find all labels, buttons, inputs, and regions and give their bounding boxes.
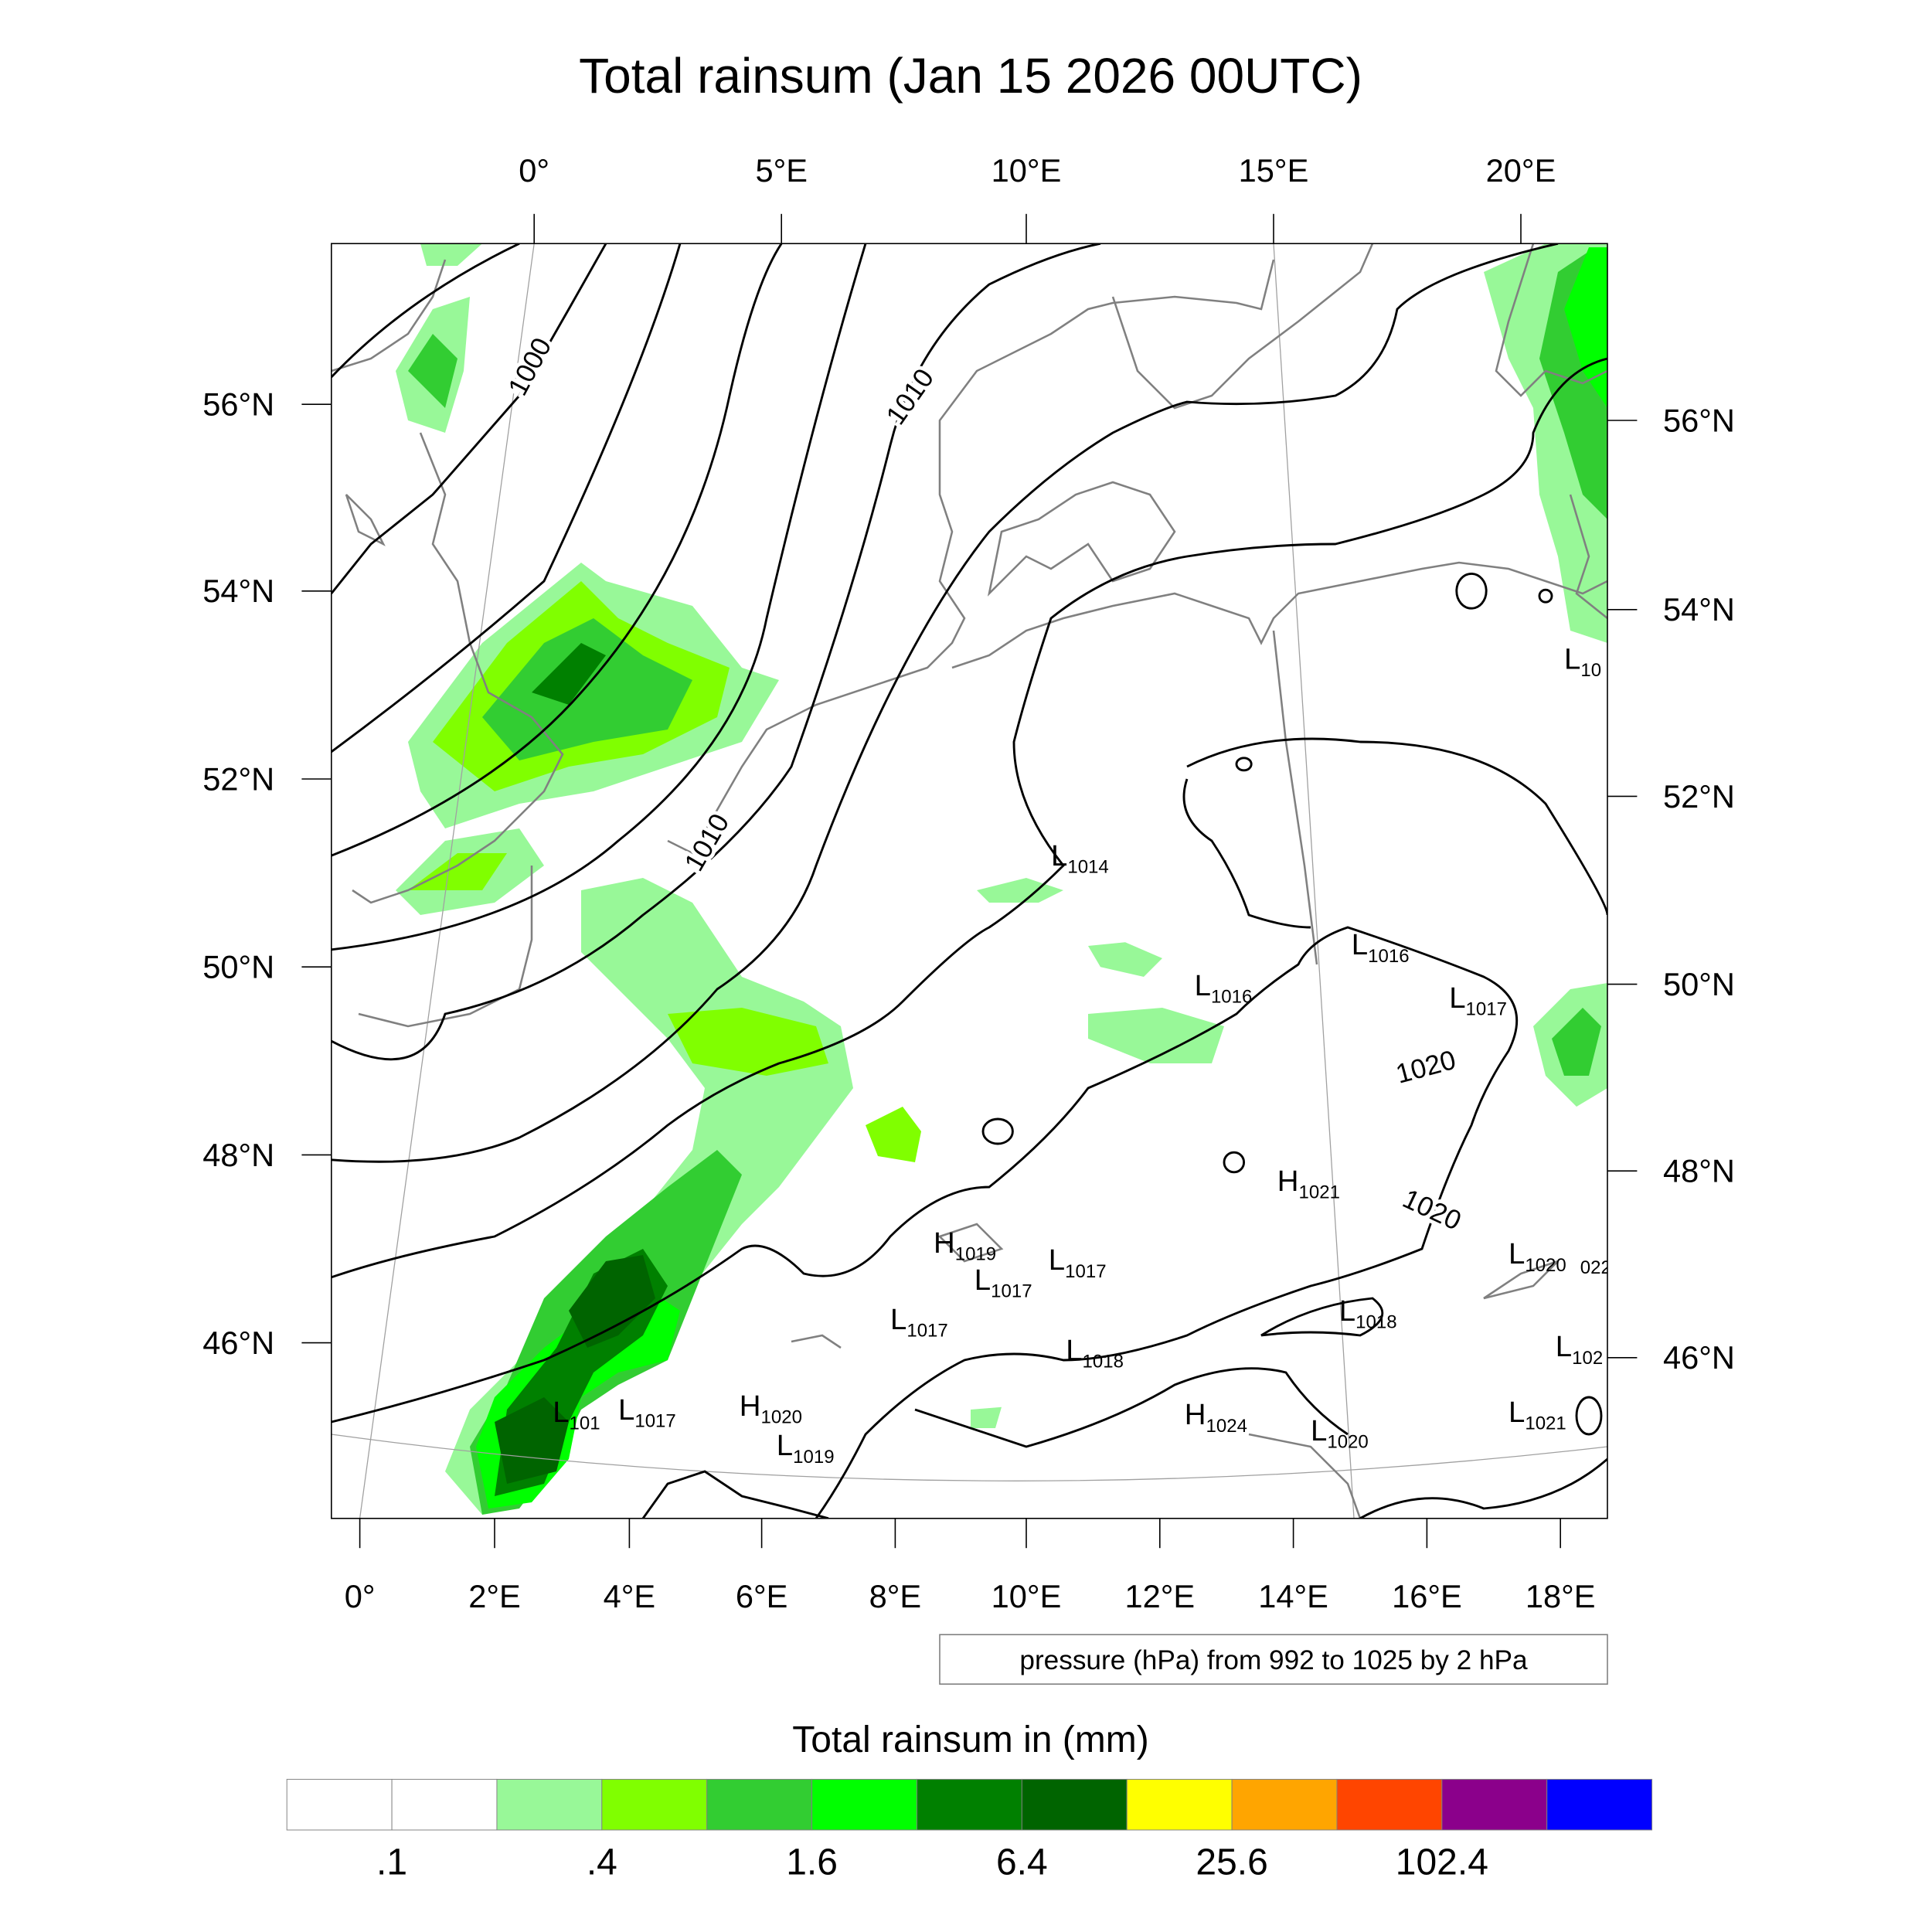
colorbar-swatch: [1021, 1778, 1128, 1831]
colorbar-tick-label: 25.6: [1196, 1842, 1267, 1883]
rain-area: [420, 243, 482, 266]
pressure-center-low: L10: [1564, 643, 1601, 682]
colorbar-swatch: [391, 1778, 498, 1831]
left-lat-label: 50°N: [202, 949, 274, 985]
coastlines-borders: [331, 243, 1607, 1519]
bottom-lon-label: 10°E: [992, 1578, 1062, 1614]
bottom-lon-label: 16°E: [1392, 1578, 1462, 1614]
left-lat-label: 48°N: [202, 1137, 274, 1173]
bottom-lon-label: 14°E: [1258, 1578, 1328, 1614]
contour-info-text: pressure (hPa) from 992 to 1025 by 2 hPa: [1019, 1645, 1528, 1675]
colorbar-swatch: [706, 1778, 813, 1831]
pressure-center-low: L1018: [1339, 1294, 1397, 1333]
colorbar-swatch: [1441, 1778, 1548, 1831]
colorbar-swatch: [1231, 1778, 1338, 1831]
pressure-center-low: L1017: [1049, 1243, 1107, 1282]
bottom-lon-label: 8°E: [869, 1578, 922, 1614]
right-lat-label: 50°N: [1663, 966, 1735, 1002]
pressure-center-low: L1014: [1051, 839, 1109, 878]
pressure-center-low: L1020: [1509, 1237, 1566, 1276]
bottom-lon-label: 6°E: [736, 1578, 788, 1614]
bottom-lon-label: 2°E: [468, 1578, 521, 1614]
partial-pressure-label: 022: [1580, 1257, 1611, 1278]
graticule: [331, 243, 1607, 1519]
colorbar-swatch: [916, 1778, 1022, 1831]
rain-fill-layer: [396, 243, 1607, 1515]
colorbar-title: Total rainsum in (mm): [792, 1719, 1148, 1760]
pressure-center-high: H1021: [1277, 1165, 1340, 1203]
pressure-center-low: L1019: [777, 1429, 835, 1468]
colorbar: .1 .4 1.6 6.4 25.6 102.4: [286, 1778, 1653, 1883]
rain-area: [408, 334, 457, 408]
left-lat-label: 56°N: [202, 386, 274, 423]
left-lat-label: 52°N: [202, 760, 274, 797]
bottom-lon-label: 18°E: [1526, 1578, 1596, 1614]
left-lat-label: 46°N: [202, 1325, 274, 1361]
map-frame: [331, 243, 1608, 1519]
rain-area: [532, 643, 606, 705]
pressure-center-low: L1016: [1195, 969, 1253, 1008]
colorbar-swatch: [1126, 1778, 1233, 1831]
rain-area: [971, 1406, 1002, 1428]
colorbar-swatch: [1546, 1778, 1653, 1831]
pressure-center-labels: L1014 L1016 L1016 L1017 H1021 L1020 L102 L1021 L…: [553, 643, 1611, 1468]
axis-tick-labels: 0° 5°E 10°E 15°E 20°E 0° 2°E 4°E 6°E 8°E 10°E 12°E 1…: [202, 152, 1735, 1614]
rain-area: [866, 1107, 921, 1162]
colorbar-swatch: [601, 1778, 708, 1831]
contour-info-box: pressure (hPa) from 992 to 1025 by 2 hPa: [939, 1634, 1608, 1685]
top-lon-label: 20°E: [1486, 152, 1556, 189]
right-lat-label: 56°N: [1663, 402, 1735, 438]
rain-area: [482, 618, 692, 760]
top-lon-label: 15°E: [1239, 152, 1309, 189]
figure-title: Total rainsum (Jan 15 2026 00UTC): [579, 48, 1362, 104]
colorbar-swatch: [1336, 1778, 1443, 1831]
rain-area: [1088, 942, 1162, 977]
colorbar-tick-label: 1.6: [786, 1842, 838, 1883]
bottom-lon-label: 0°: [345, 1578, 376, 1614]
pressure-center-low: L1021: [1509, 1396, 1566, 1434]
pressure-center-low: L1016: [1352, 928, 1410, 967]
right-lat-label: 48°N: [1663, 1153, 1735, 1189]
top-lon-label: 5°E: [755, 152, 808, 189]
pressure-center-low: L1017: [975, 1264, 1032, 1302]
rain-area: [495, 1397, 569, 1484]
pressure-center-high: H1024: [1185, 1398, 1247, 1437]
right-lat-label: 52°N: [1663, 778, 1735, 815]
bottom-lon-label: 12°E: [1124, 1578, 1195, 1614]
pressure-center-low: L1020: [1311, 1414, 1369, 1453]
colorbar-swatch: [496, 1778, 603, 1831]
right-lat-label: 54°N: [1663, 591, 1735, 628]
colorbar-tick-label: .1: [376, 1842, 407, 1883]
rain-area: [569, 1255, 655, 1348]
axis-ticks: [301, 213, 1638, 1549]
rain-area: [408, 853, 507, 890]
colorbar-tick-label: .4: [587, 1842, 617, 1883]
pressure-center-high: H1019: [934, 1226, 996, 1265]
left-lat-label: 54°N: [202, 573, 274, 609]
rain-area: [1564, 247, 1607, 408]
pressure-center-low: L1017: [1449, 981, 1507, 1020]
colorbar-tick-label: 102.4: [1396, 1842, 1488, 1883]
colorbar-swatch: [286, 1778, 393, 1831]
rain-area: [1552, 1008, 1601, 1076]
right-lat-label: 46°N: [1663, 1339, 1735, 1376]
top-lon-label: 0°: [519, 152, 549, 189]
pressure-center-low: L1017: [890, 1303, 948, 1342]
colorbar-tick-label: 6.4: [996, 1842, 1048, 1883]
pressure-center-high: H1020: [740, 1389, 802, 1428]
rain-area: [668, 1008, 828, 1076]
isobar-contours: [331, 243, 1607, 1519]
pressure-center-low: L1017: [618, 1393, 676, 1432]
pressure-center-low: L101: [553, 1396, 600, 1434]
pressure-center-low: L102: [1556, 1330, 1603, 1369]
colorbar-swatch: [811, 1778, 917, 1831]
pressure-center-low: L1018: [1066, 1334, 1124, 1372]
rain-area: [1088, 1008, 1224, 1063]
top-lon-label: 10°E: [992, 152, 1062, 189]
bottom-lon-label: 4°E: [604, 1578, 656, 1614]
rain-area: [977, 878, 1063, 903]
